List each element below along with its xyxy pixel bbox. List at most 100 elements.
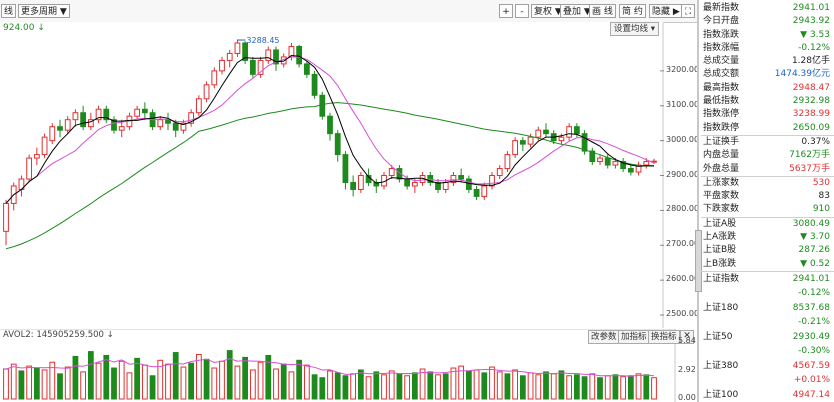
index-change-value: -0.30%: [798, 346, 830, 357]
volume-bar: [311, 374, 318, 400]
quote-row[interactable]: 总成交量 1.28亿手: [701, 55, 834, 68]
quote-row[interactable]: 上证B股 287.26: [701, 244, 834, 257]
quote-row[interactable]: 上证换手 0.37%: [701, 134, 834, 149]
quote-value: 530: [812, 177, 830, 188]
quote-row[interactable]: 最高指数 2948.47: [701, 82, 834, 95]
quote-row[interactable]: 指数跌停 2650.09: [701, 122, 834, 135]
quote-row[interactable]: 指数涨跌 ▼ 3.53: [701, 29, 834, 42]
volume-bar: [41, 369, 48, 400]
candle: [597, 154, 603, 166]
volume-bar: [242, 356, 249, 400]
volume-bar: [527, 372, 534, 400]
quote-row[interactable]: 上证50 2930.49: [701, 330, 834, 345]
quote-label: 指数跌停: [703, 122, 740, 133]
candle: [72, 109, 79, 127]
volume-bar: [651, 377, 657, 400]
quote-label: 平盘家数: [703, 191, 740, 202]
add-indicator-button[interactable]: 加指标: [618, 330, 650, 344]
quote-label: 上证100: [703, 389, 739, 400]
volume-bar: [635, 373, 642, 400]
line-mode-button[interactable]: 线: [1, 4, 17, 18]
candle: [57, 119, 63, 138]
set-ma-button[interactable]: 设置均线 ▾: [610, 22, 659, 36]
candle: [80, 105, 87, 131]
candle: [581, 130, 588, 155]
y-tick-label: 3100.00: [666, 99, 700, 109]
volume-bar: [126, 372, 133, 400]
zoom-in-button[interactable]: +: [499, 4, 513, 18]
collapse-handle[interactable]: [695, 230, 702, 292]
volume-bar: [33, 367, 40, 400]
draw-line-button[interactable]: 画 线: [589, 4, 616, 18]
volume-tick-label: 0.00: [678, 393, 696, 402]
hide-panel-button[interactable]: 隐藏 ▶: [649, 4, 683, 18]
quote-value: 8537.68: [792, 302, 830, 313]
quote-label: 上证A股: [703, 218, 737, 229]
close-indicator-icon[interactable]: ✕: [680, 330, 694, 344]
quote-row[interactable]: 最新指数 2941.01: [701, 2, 834, 15]
quote-row[interactable]: 上A涨跌 ▼ 3.70: [701, 231, 834, 244]
quote-row[interactable]: 内盘总量 7162万手: [701, 149, 834, 162]
volume-bar: [342, 375, 349, 400]
quote-row[interactable]: 上证A股 3080.49: [701, 216, 834, 231]
more-periods-button[interactable]: 更多周期 ▼: [18, 4, 70, 18]
quote-row[interactable]: 指数涨幅 -0.12%: [701, 42, 834, 55]
volume-bar: [80, 371, 87, 400]
quote-row[interactable]: 总成交额 1474.39亿元: [701, 68, 834, 81]
volume-bar: [427, 371, 434, 400]
candle: [33, 147, 40, 166]
y-tick-label: 2700.00: [666, 239, 700, 249]
volume-bar: [265, 354, 272, 400]
quote-row[interactable]: 指数涨停 3238.99: [701, 108, 834, 121]
quote-row[interactable]: 最低指数 2932.98: [701, 95, 834, 108]
quote-value: 0.37%: [801, 136, 830, 147]
fullscreen-icon[interactable]: ⛶: [681, 4, 695, 18]
candle: [473, 185, 480, 200]
ma5-line: [5, 54, 654, 204]
quote-row[interactable]: 外盘总量 5637万手: [701, 163, 834, 176]
candle: [118, 119, 125, 138]
candle: [273, 46, 279, 71]
candle: [512, 137, 519, 159]
quote-row[interactable]: 上证380 4567.59: [701, 359, 834, 374]
volume-bar: [134, 357, 141, 400]
candlestick-chart[interactable]: 3288.45: [0, 22, 664, 328]
quote-row[interactable]: 下跌家数 910: [701, 203, 834, 216]
candle: [450, 172, 457, 186]
quote-label: 最高指数: [703, 82, 740, 93]
candle: [242, 41, 249, 64]
volume-bar: [26, 365, 33, 400]
volume-bar: [118, 360, 125, 400]
candle: [203, 81, 210, 103]
volume-bar: [419, 368, 426, 400]
volume-bar: [87, 351, 94, 400]
quote-row[interactable]: 今日开盘 2943.92: [701, 15, 834, 28]
change-params-button[interactable]: 改参数: [588, 330, 620, 344]
zoom-out-button[interactable]: -: [515, 4, 529, 18]
quote-row[interactable]: 平盘家数 83: [701, 190, 834, 203]
quote-row[interactable]: 上证100 4947.14: [701, 388, 834, 402]
quote-label: 指数涨跌: [703, 29, 740, 40]
quote-row[interactable]: 上涨家数 530: [701, 175, 834, 190]
quote-value: 3080.49: [792, 218, 830, 229]
volume-header: AVOL2: 145905259.500 ↓: [3, 330, 114, 340]
candle: [388, 165, 395, 179]
quote-row[interactable]: 上证指数 2941.01: [701, 270, 834, 287]
quote-value: ▼ 3.53: [800, 29, 830, 40]
volume-chart[interactable]: [0, 329, 676, 402]
volume-bar: [597, 377, 603, 400]
index-change-row: -0.30%: [701, 344, 834, 359]
index-change-value: +0.01%: [793, 375, 830, 386]
volume-bar: [465, 370, 472, 400]
volume-bar: [288, 371, 295, 400]
simple-mode-button[interactable]: 简 约: [619, 4, 646, 18]
candle: [350, 175, 357, 197]
candle: [49, 123, 56, 145]
volume-bar: [64, 366, 71, 400]
candle: [219, 56, 225, 75]
candle: [435, 179, 441, 193]
switch-indicator-button[interactable]: 换指标: [648, 330, 680, 344]
quote-row[interactable]: 上证180 8537.68: [701, 301, 834, 316]
quote-label: 上B涨跌: [703, 258, 737, 269]
quote-row[interactable]: 上B涨跌 ▼ 0.52: [701, 258, 834, 271]
